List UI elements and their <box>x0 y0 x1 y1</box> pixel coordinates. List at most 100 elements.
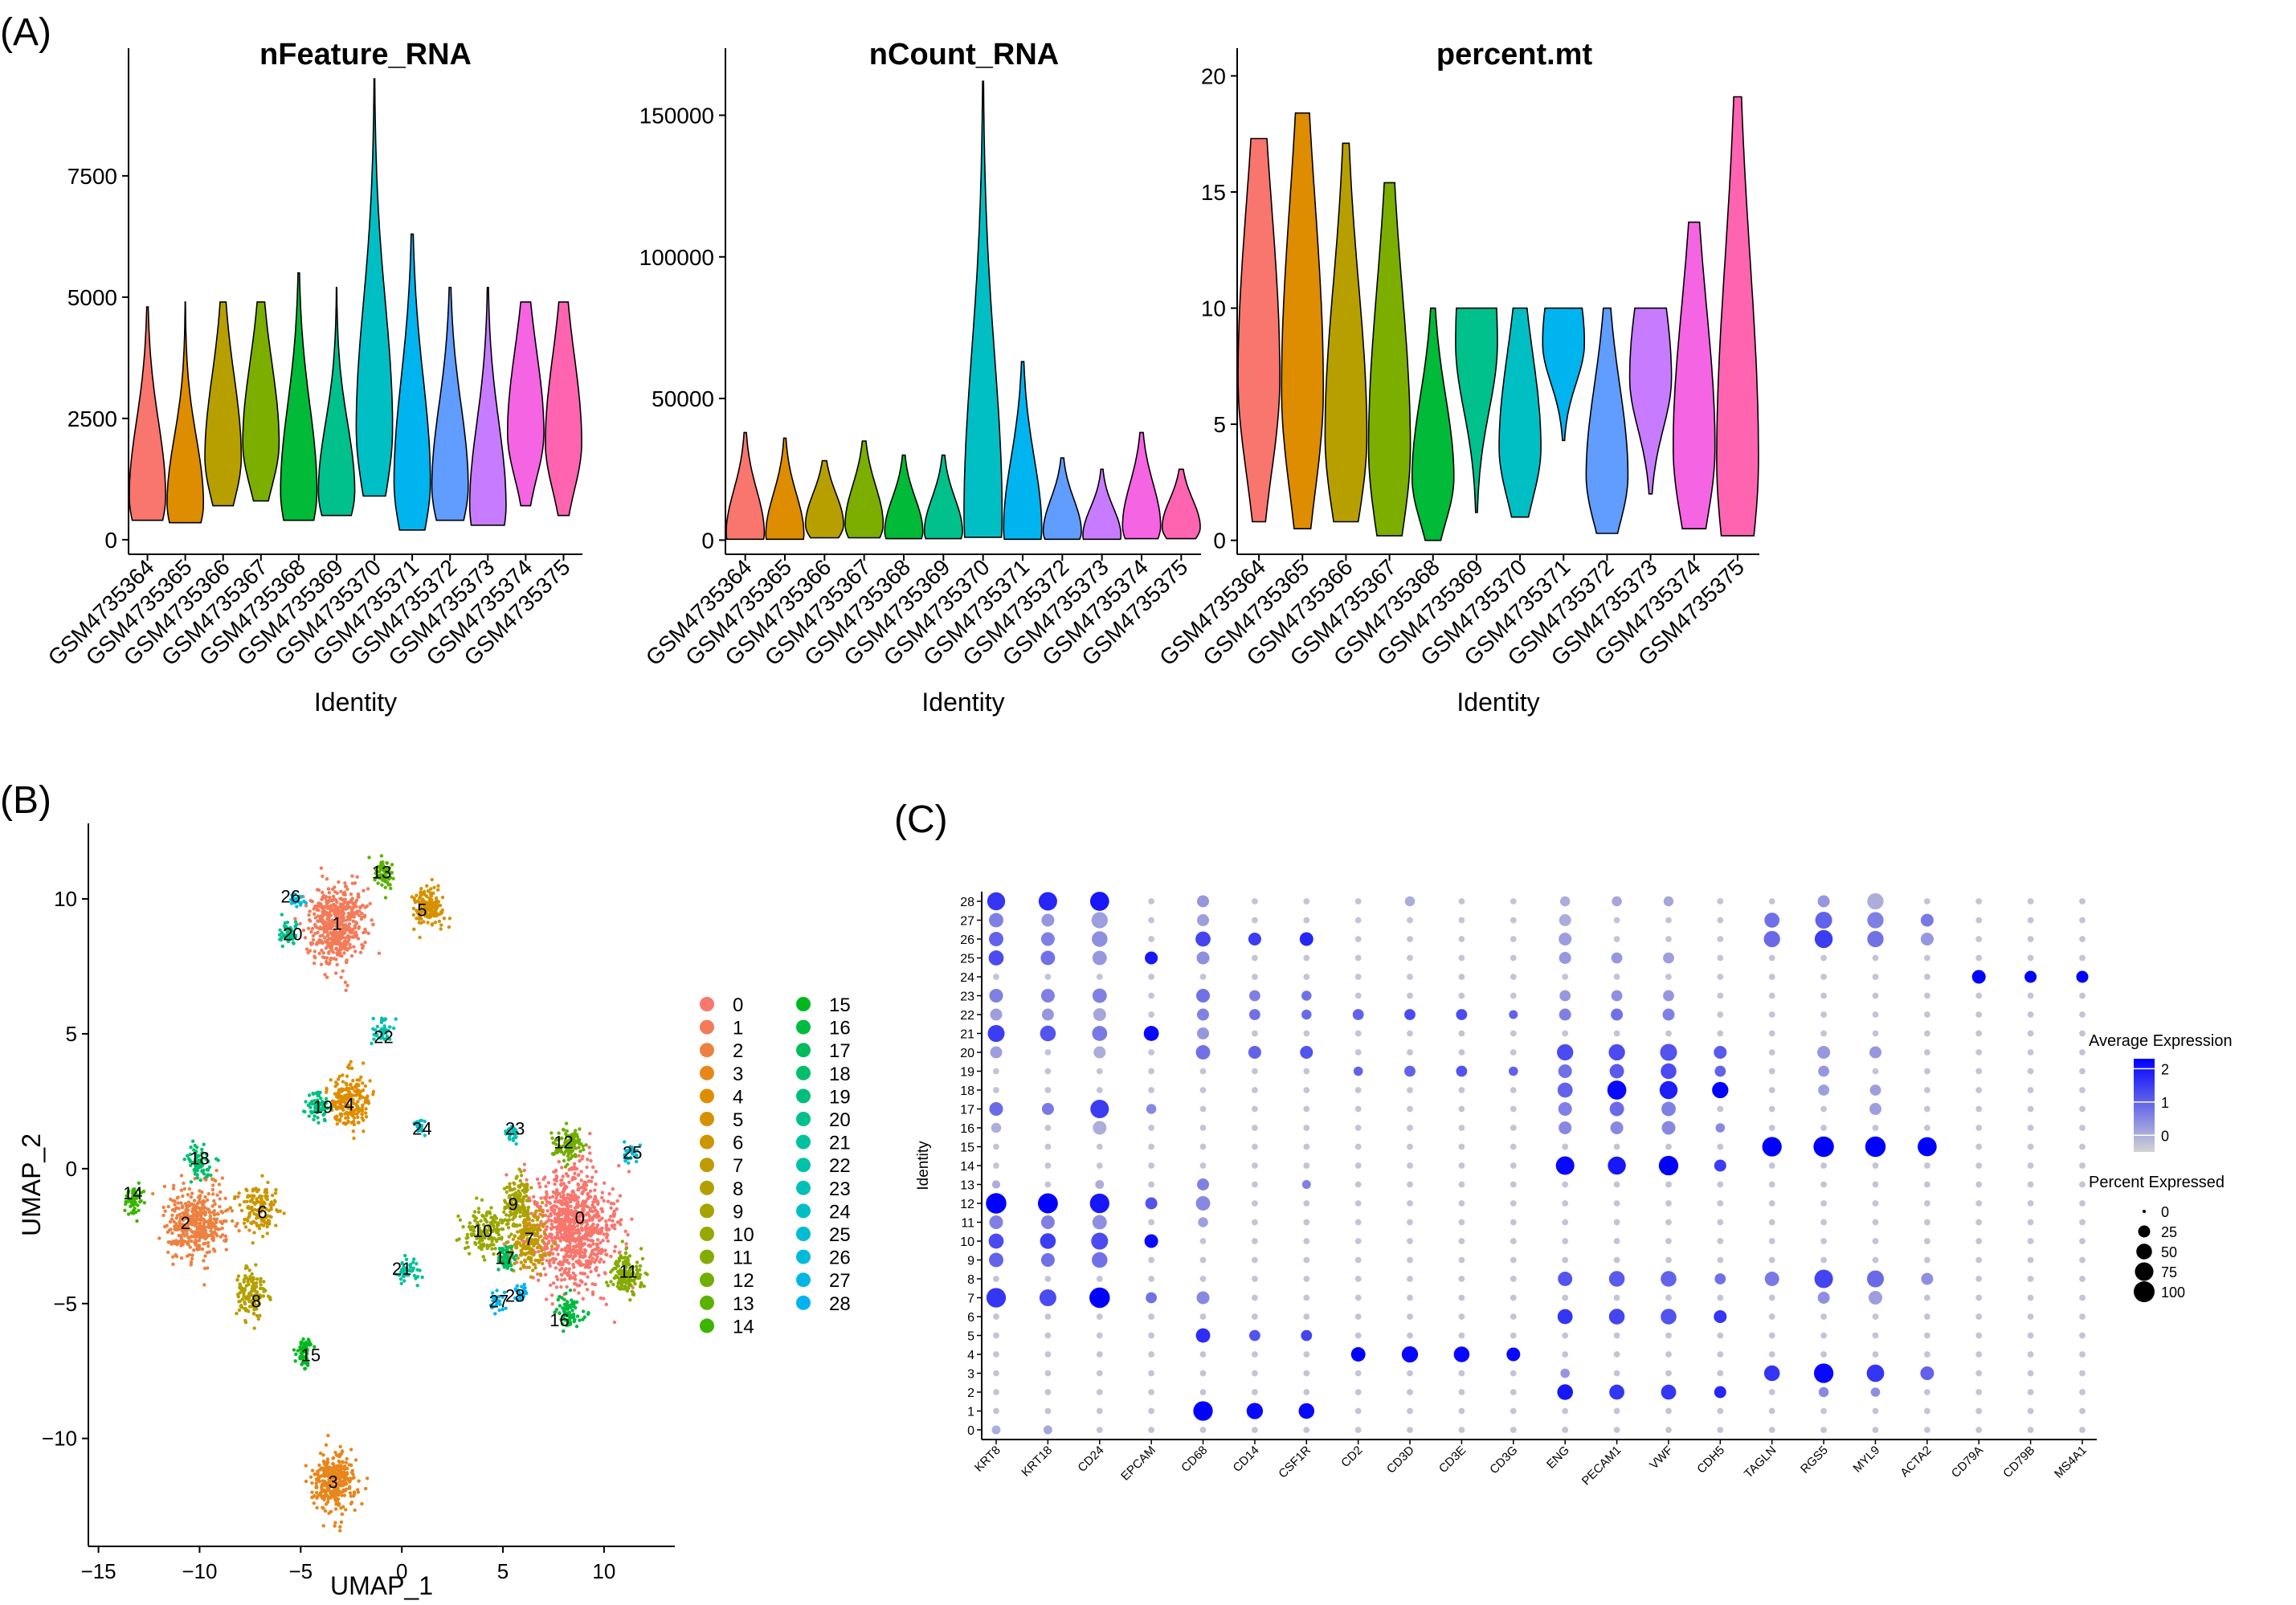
dot-12-KRT8 <box>986 1193 1007 1214</box>
legend-swatch-15 <box>796 997 811 1011</box>
cell-point <box>519 1183 523 1187</box>
cell-point <box>582 1214 586 1218</box>
dot-11-CSF1R <box>1303 1219 1310 1226</box>
cell-point <box>526 1199 530 1203</box>
cell-point <box>559 1226 564 1230</box>
cell-point <box>351 1079 355 1083</box>
cell-point <box>625 1256 630 1260</box>
cell-point <box>562 1222 566 1227</box>
cell-point <box>310 1490 314 1494</box>
cell-point <box>171 1186 176 1190</box>
cell-point <box>238 1291 242 1295</box>
violin-GSM4735364 <box>725 431 766 541</box>
cell-point <box>577 1215 582 1219</box>
cell-point <box>359 917 364 921</box>
cell-point <box>348 942 352 947</box>
cell-point <box>519 1249 523 1253</box>
y-tick-label: 4 <box>967 1349 974 1362</box>
cell-point <box>496 1268 500 1272</box>
cell-point <box>600 1216 604 1220</box>
cell-point <box>521 1188 525 1193</box>
legend-label-1: 1 <box>733 1018 743 1039</box>
cell-point <box>321 1479 325 1483</box>
legend-label-10: 10 <box>733 1224 754 1246</box>
dot-12-RGS5 <box>1820 1200 1828 1207</box>
dot-7-CSF1R <box>1303 1294 1310 1301</box>
cell-point <box>456 1214 460 1219</box>
cell-point <box>351 1129 355 1133</box>
cell-point <box>589 1239 593 1243</box>
dot-1-CD68 <box>1193 1401 1213 1421</box>
dot-7-CD79B <box>2027 1294 2034 1301</box>
cell-point <box>309 929 313 934</box>
x-tick-label: CD3E <box>1436 1444 1469 1476</box>
dot-2-ENG <box>1557 1384 1573 1400</box>
dot-3-KRT18 <box>1044 1370 1052 1377</box>
cell-point <box>356 1121 360 1125</box>
cell-point <box>166 1204 170 1209</box>
cell-point <box>415 893 419 897</box>
x-tick-label: CD14 <box>1231 1444 1262 1475</box>
cell-point <box>562 1237 566 1242</box>
dot-7-VWF <box>1665 1294 1672 1301</box>
cell-point <box>236 1295 240 1299</box>
cell-point <box>319 866 324 870</box>
dot-9-RGS5 <box>1820 1256 1828 1264</box>
cell-point <box>251 1277 255 1281</box>
cell-point <box>564 1248 568 1252</box>
cell-point <box>228 1206 232 1210</box>
cell-point <box>531 1262 536 1266</box>
cell-point <box>590 1175 594 1179</box>
cell-point <box>638 1264 643 1268</box>
cell-point <box>538 1185 542 1189</box>
cell-point <box>476 1207 481 1211</box>
cell-point <box>324 1090 329 1094</box>
chart-title: nCount_RNA <box>869 38 1059 71</box>
dot-11-TAGLN <box>1768 1219 1775 1226</box>
cell-point <box>342 898 346 902</box>
cell-point <box>602 1199 606 1203</box>
dot-6-KRT8 <box>993 1313 999 1320</box>
cell-point <box>294 1352 298 1357</box>
cell-point <box>245 1188 249 1193</box>
cell-point <box>614 1274 618 1278</box>
cell-point <box>553 1182 557 1186</box>
dot-6-ACTA2 <box>1923 1313 1930 1320</box>
cell-point <box>432 885 436 890</box>
cell-point <box>330 899 334 903</box>
cell-point <box>578 1159 582 1163</box>
cell-point <box>258 1280 263 1284</box>
cell-point <box>595 1223 600 1227</box>
x-tick-label: CD2 <box>1338 1444 1365 1470</box>
legend-swatch-12 <box>700 1272 714 1288</box>
cell-point <box>237 1191 241 1195</box>
dot-8-CSF1R <box>1303 1276 1310 1282</box>
cell-point <box>411 906 416 911</box>
cell-point <box>347 914 352 919</box>
cell-point <box>523 1252 527 1256</box>
cell-point <box>606 1239 610 1244</box>
cell-point <box>325 877 329 881</box>
cell-point <box>354 905 358 909</box>
cell-point <box>554 1266 558 1270</box>
cell-point <box>581 1219 585 1223</box>
cell-point <box>532 1253 536 1257</box>
cluster-label-21: 21 <box>392 1259 411 1279</box>
cell-point <box>345 934 350 939</box>
cell-point <box>426 921 430 925</box>
cell-point <box>590 1282 594 1286</box>
cell-point <box>575 1314 580 1318</box>
dot-1-ENG <box>1562 1407 1569 1415</box>
cell-point <box>349 929 353 933</box>
cell-point <box>509 1268 514 1272</box>
cell-point <box>526 1256 530 1261</box>
cell-point <box>352 1492 357 1497</box>
cell-point <box>337 1118 342 1122</box>
cell-point <box>612 1320 617 1325</box>
cell-point <box>566 1234 571 1239</box>
cell-point <box>370 918 374 922</box>
cell-point <box>181 1194 185 1199</box>
violin-GSM4735371 <box>1003 361 1043 541</box>
legend-swatch-11 <box>700 1249 714 1264</box>
cell-point <box>627 1284 631 1288</box>
